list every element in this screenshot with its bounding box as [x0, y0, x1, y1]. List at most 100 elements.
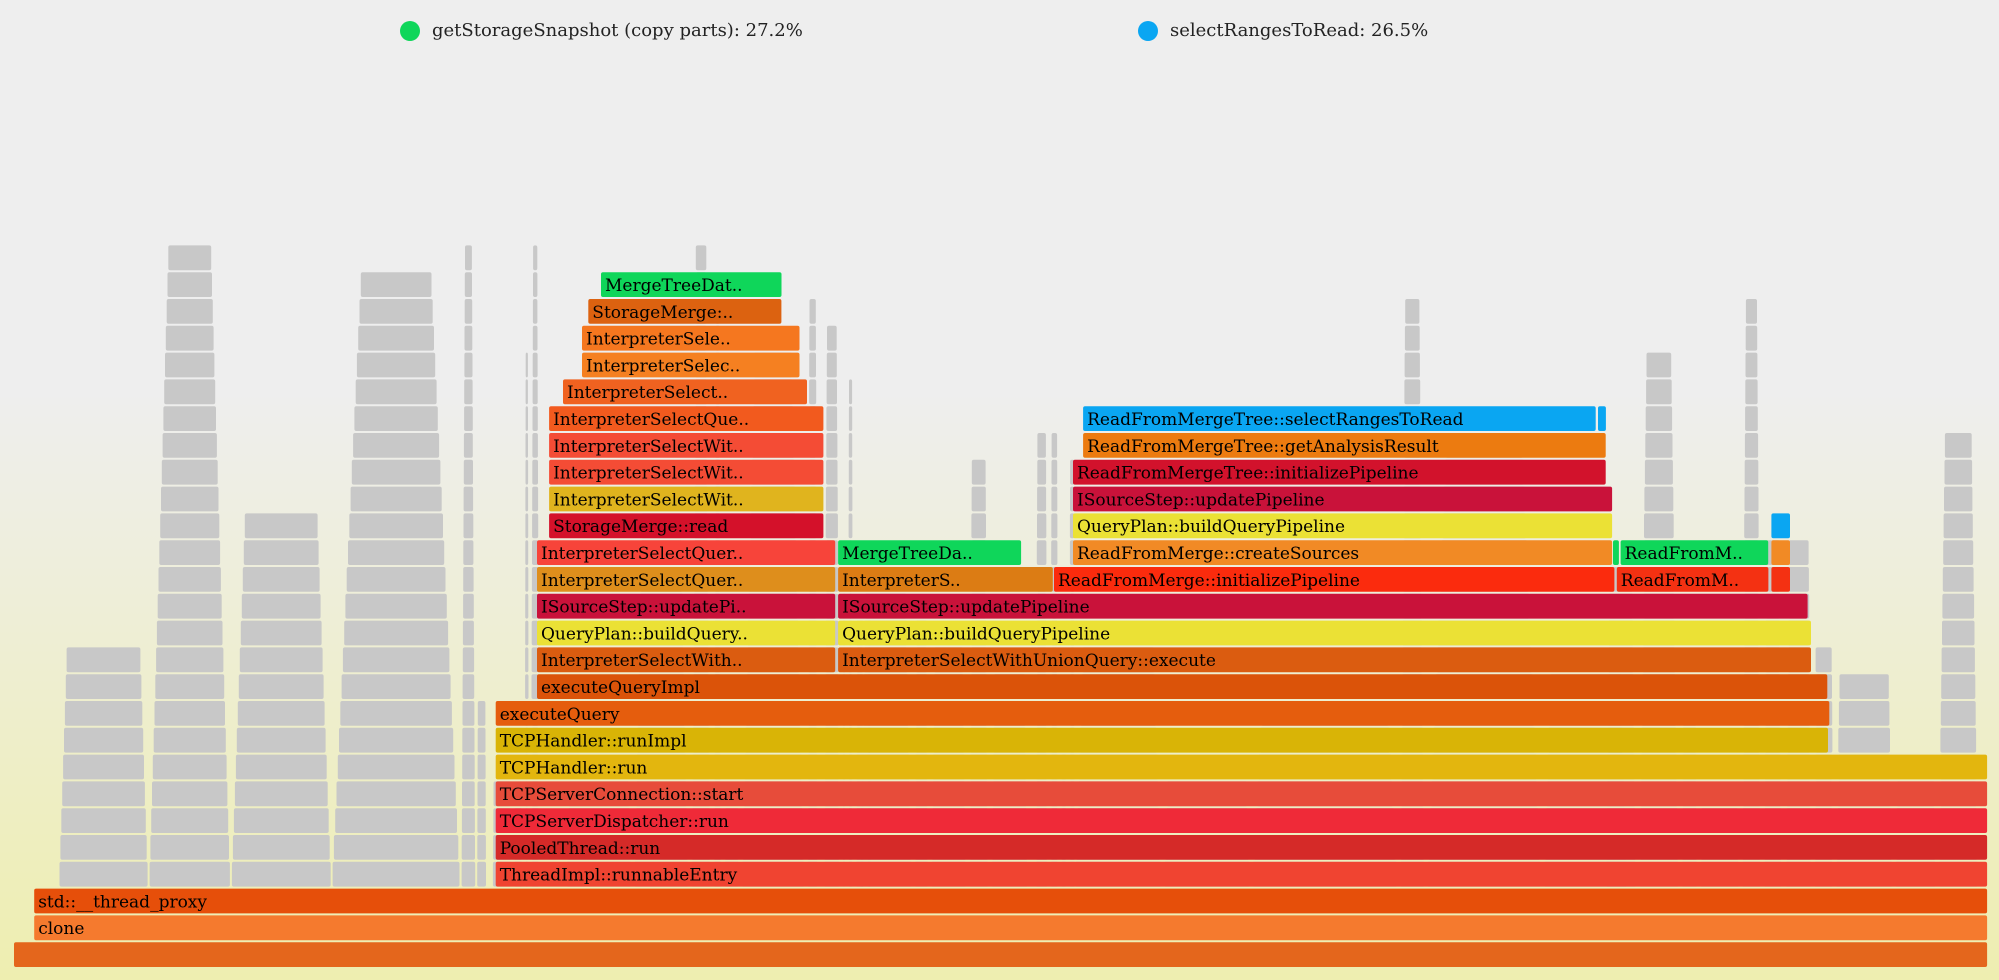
flame-frame-label: TCPServerConnection::start	[500, 785, 744, 805]
inactive-frame	[477, 835, 486, 860]
flame-frame[interactable]: InterpreterSelectQue..	[549, 406, 824, 431]
flame-frame[interactable]	[1771, 540, 1790, 565]
flame-frame[interactable]: ISourceStep::updatePi..	[537, 593, 836, 619]
inactive-frame	[1744, 433, 1759, 458]
flame-frame[interactable]: executeQueryImpl	[537, 674, 1828, 699]
flame-frame-bar	[537, 620, 836, 646]
flame-frame[interactable]: QueryPlan::buildQuery..	[537, 620, 836, 646]
flame-frame[interactable]: ReadFromMerge::initializePipeline	[1054, 567, 1615, 592]
flame-frame[interactable]: InterpreterSelectQuer..	[537, 567, 836, 592]
flame-frame[interactable]: InterpreterSele..	[582, 325, 800, 351]
flame-frame[interactable]: InterpreterSelectWith..	[537, 647, 836, 673]
flame-frame-label: ThreadImpl::runnableEntry	[500, 866, 738, 886]
flame-frame[interactable]: ReadFromMergeTree::getAnalysisResult	[1083, 433, 1606, 458]
inactive-frame	[168, 245, 212, 271]
inactive-frame	[525, 486, 529, 512]
legend-item[interactable]: getStorageSnapshot (copy parts): 27.2%	[400, 20, 803, 41]
flame-frame[interactable]: TCPHandler::run	[495, 754, 1988, 780]
flame-frame[interactable]: TCPServerDispatcher::run	[495, 808, 1988, 833]
flame-frame[interactable]	[14, 942, 1988, 967]
inactive-frame	[340, 701, 452, 726]
inactive-frame	[1838, 727, 1890, 753]
inactive-frame	[1405, 299, 1420, 324]
flame-frame[interactable]: TCPServerConnection::start	[495, 781, 1988, 807]
inactive-frame	[64, 701, 143, 726]
flame-frame-bar	[537, 567, 836, 592]
inactive-frame	[464, 299, 473, 324]
inactive-frame	[532, 459, 538, 485]
flame-frame[interactable]: InterpreterSelectQuer..	[537, 540, 836, 565]
inactive-frame	[1745, 325, 1758, 351]
flame-frame[interactable]: ThreadImpl::runnableEntry	[495, 861, 1988, 887]
inactive-frame	[1944, 433, 1972, 458]
flame-frame[interactable]: ReadFromM..	[1616, 567, 1769, 592]
flame-frame[interactable]: PooledThread::run	[495, 835, 1988, 860]
flame-frame[interactable]: ReadFromM..	[1620, 540, 1769, 565]
flame-frame[interactable]: StorageMerge::read	[549, 513, 824, 539]
inactive-frame	[234, 781, 328, 807]
flame-frame[interactable]: MergeTreeDa..	[838, 540, 1022, 565]
flame-frame[interactable]: ReadFromMergeTree::selectRangesToRead	[1083, 406, 1596, 431]
inactive-frame	[463, 486, 474, 512]
flame-frame-bar	[549, 433, 824, 458]
flame-frame-bar	[537, 647, 836, 673]
inactive-frame	[827, 325, 837, 351]
flame-frame[interactable]	[1598, 406, 1606, 431]
flame-frame-bar	[537, 593, 836, 619]
inactive-frame	[465, 245, 472, 271]
inactive-frame	[1941, 674, 1976, 699]
inactive-frame	[462, 754, 475, 780]
flame-frame[interactable]: InterpreterS..	[838, 567, 1053, 592]
flame-frame[interactable]: QueryPlan::buildQueryPipeline	[1073, 513, 1613, 539]
inactive-frame	[157, 593, 222, 619]
flame-frame[interactable]: ReadFromMergeTree::initializePipeline	[1073, 459, 1606, 485]
flame-frame[interactable]	[1771, 567, 1790, 592]
flame-frame[interactable]: clone	[34, 915, 1988, 941]
inactive-frame	[532, 406, 538, 431]
inactive-frame	[809, 325, 816, 351]
inactive-frame	[360, 272, 432, 297]
flame-frame[interactable]	[1613, 540, 1619, 565]
flame-frame[interactable]: StorageMerge:..	[588, 299, 782, 324]
flame-frame[interactable]: InterpreterSelec..	[582, 352, 800, 378]
flame-frame-label: ReadFromMerge::createSources	[1077, 544, 1359, 564]
inactive-frame	[243, 540, 319, 565]
flame-frame[interactable]: executeQuery	[495, 701, 1830, 726]
flame-frame[interactable]: QueryPlan::buildQueryPipeline	[838, 620, 1811, 646]
inactive-frame	[161, 486, 219, 512]
flame-frame-label: InterpreterSelectQuer..	[541, 571, 743, 591]
flame-frame-bar	[1620, 540, 1769, 565]
inactive-frame	[532, 352, 538, 378]
flame-frame-bar	[537, 674, 1828, 699]
inactive-frame	[532, 433, 538, 458]
flame-frame-bar	[601, 272, 782, 297]
inactive-frame	[152, 754, 227, 780]
inactive-frame	[1944, 459, 1973, 485]
flame-frame[interactable]	[1771, 513, 1790, 539]
flame-frame-bar	[495, 835, 1988, 860]
flame-frame[interactable]: std::__thread_proxy	[34, 888, 1988, 914]
flame-frame[interactable]: ISourceStep::updatePipeline	[1073, 486, 1613, 512]
flame-frame-label: ISourceStep::updatePipeline	[842, 598, 1090, 618]
flame-frame[interactable]: ReadFromMerge::createSources	[1073, 540, 1613, 565]
flame-frame[interactable]: InterpreterSelectWit..	[549, 433, 824, 458]
inactive-frame	[1036, 540, 1047, 565]
flame-frame[interactable]: MergeTreeDat..	[601, 272, 782, 297]
flame-frame[interactable]: InterpreterSelect..	[563, 379, 807, 405]
inactive-frame	[826, 433, 838, 458]
flame-frame-label: InterpreterSelect..	[567, 383, 728, 403]
flame-frame[interactable]: TCPHandler::runImpl	[495, 727, 1829, 753]
inactive-frame	[1942, 593, 1975, 619]
inactive-frame	[244, 513, 318, 539]
inactive-frame	[1037, 433, 1046, 458]
flame-frame[interactable]: InterpreterSelectWit..	[549, 486, 824, 512]
flame-frame[interactable]: InterpreterSelectWithUnionQuery::execute	[838, 647, 1811, 673]
inactive-frame	[1815, 647, 1832, 673]
legend-item[interactable]: selectRangesToRead: 26.5%	[1138, 20, 1428, 41]
flame-frame[interactable]: ISourceStep::updatePipeline	[838, 593, 1808, 619]
flame-frame-bar	[582, 352, 800, 378]
flame-frame[interactable]: InterpreterSelectWit..	[549, 459, 824, 485]
inactive-frame	[463, 567, 474, 592]
inactive-frame	[531, 647, 539, 673]
